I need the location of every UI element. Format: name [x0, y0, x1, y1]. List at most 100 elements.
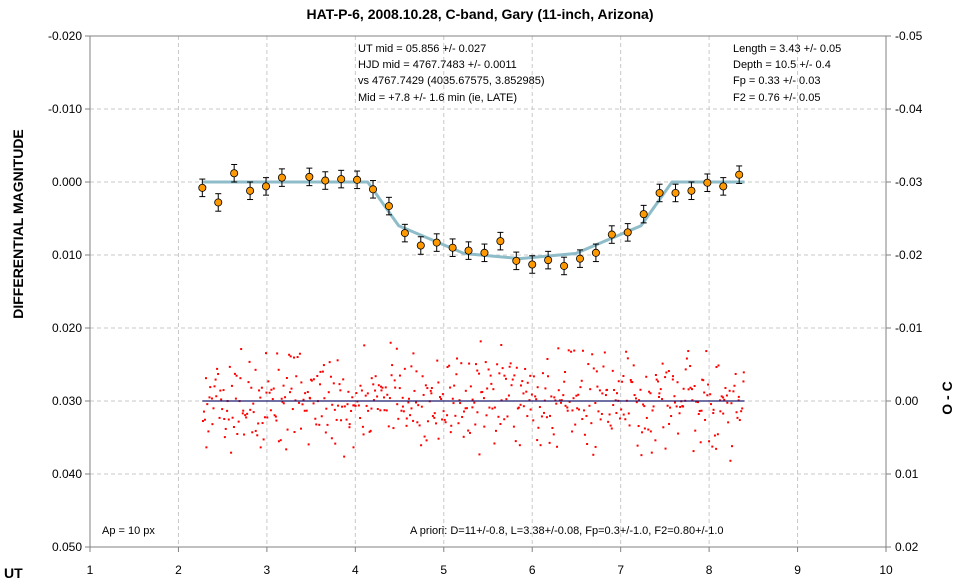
residual-point [742, 371, 745, 374]
residual-point [553, 396, 556, 399]
residual-point [259, 446, 262, 449]
residual-point [633, 394, 636, 397]
residual-point [417, 404, 420, 407]
residual-point [436, 359, 439, 362]
residual-point [343, 405, 346, 408]
residual-point [704, 418, 707, 421]
residual-point [338, 383, 341, 386]
annotation-mid-offset: Mid = +7.8 +/- 1.6 min (ie, LATE) [358, 92, 517, 104]
residual-point [732, 390, 735, 393]
residual-point [482, 397, 485, 400]
residual-point [420, 405, 423, 408]
residual-point [737, 399, 740, 402]
residual-point [347, 390, 350, 393]
residual-point [372, 383, 375, 386]
y2-tick-label: -0.01 [895, 321, 923, 335]
residual-point [701, 378, 704, 381]
residual-point [541, 372, 544, 375]
residual-point [600, 412, 603, 415]
residual-point [223, 436, 226, 439]
residual-point [684, 368, 687, 371]
residual-point [712, 412, 715, 415]
residual-point [487, 368, 490, 371]
residual-point [259, 396, 262, 399]
annotation-hjd-mid: HJD mid = 4767.7483 +/- 0.0011 [358, 59, 517, 71]
residual-point [661, 398, 664, 401]
x-axis-ticks: 1 2 3 4 5 6 7 8 9 10 [87, 547, 893, 577]
residual-point [213, 385, 216, 388]
binned-point [277, 173, 286, 182]
residual-point [698, 409, 701, 412]
residual-point [481, 390, 484, 393]
residual-point [335, 418, 338, 421]
residual-point [620, 408, 623, 411]
residual-point [374, 375, 377, 378]
residual-point [361, 425, 364, 428]
x-tick-label: 6 [529, 563, 536, 577]
residual-point [579, 386, 582, 389]
residual-point [602, 365, 605, 368]
residual-point [707, 383, 710, 386]
residual-point [206, 403, 209, 406]
residual-point [217, 373, 220, 376]
residual-point [654, 439, 657, 442]
residual-point [346, 403, 349, 406]
residual-point [741, 407, 744, 410]
residual-point [645, 416, 648, 419]
residual-point [568, 400, 571, 403]
y2-axis-title: O - C [939, 381, 955, 414]
residual-point [423, 435, 426, 438]
residual-point [400, 409, 403, 412]
residual-point [556, 445, 559, 448]
residual-point [622, 375, 625, 378]
residual-point [522, 392, 525, 395]
residual-point [277, 368, 280, 371]
residual-point [702, 379, 705, 382]
residual-point [585, 414, 588, 417]
residual-point [724, 386, 727, 389]
residual-point [464, 389, 467, 392]
residual-point [437, 381, 440, 384]
residual-point [459, 402, 462, 405]
residual-point [730, 402, 733, 405]
residual-point [306, 391, 309, 394]
residual-point [330, 437, 333, 440]
residual-point [468, 362, 471, 365]
residual-point [535, 398, 538, 401]
residual-point [415, 370, 418, 373]
residual-point [666, 404, 669, 407]
residual-point [380, 389, 383, 392]
residual-point [295, 375, 298, 378]
residual-point [678, 412, 681, 415]
residual-point [265, 391, 268, 394]
residual-point [236, 432, 239, 435]
residual-point [318, 423, 321, 426]
residual-point [386, 393, 389, 396]
residual-point [205, 446, 208, 449]
residual-point [661, 362, 664, 365]
residual-point [581, 349, 584, 352]
residual-point [617, 380, 620, 383]
residual-point [518, 444, 521, 447]
residual-point [220, 398, 223, 401]
residual-point [507, 394, 510, 397]
residual-point [715, 366, 718, 369]
residual-point [398, 387, 401, 390]
residual-point [615, 412, 618, 415]
residual-point [405, 424, 408, 427]
residual-point [677, 432, 680, 435]
residual-point [539, 444, 542, 447]
residual-point [433, 416, 436, 419]
residual-point [709, 403, 712, 406]
residual-point [264, 352, 267, 355]
residual-point [336, 359, 339, 362]
residual-point [609, 424, 612, 427]
residual-point [557, 389, 560, 392]
residual-point [268, 391, 271, 394]
residual-point [603, 351, 606, 354]
residual-point [327, 391, 330, 394]
residual-point [298, 401, 301, 404]
residual-point [514, 440, 517, 443]
residual-point [269, 409, 272, 412]
residual-point [234, 397, 237, 400]
